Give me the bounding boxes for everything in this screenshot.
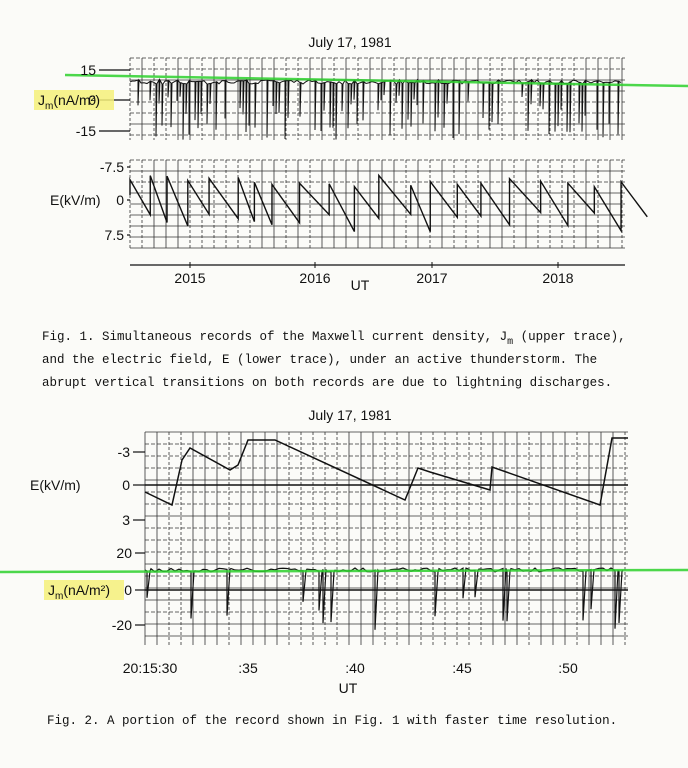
x-tick-label: 20:15:30 (123, 660, 178, 676)
y-tick-label: 3 (122, 512, 130, 528)
field-trace (129, 173, 648, 234)
caption-text: abrupt vertical transitions on both reco… (42, 376, 612, 390)
x-tick-label: 2015 (174, 270, 205, 286)
y-tick-label: -15 (76, 123, 96, 139)
x-tick-label: :40 (345, 660, 365, 676)
x-axis-label: UT (351, 277, 370, 293)
caption-line: abrupt vertical transitions on both reco… (42, 376, 612, 390)
y-tick-label: 20 (116, 545, 132, 561)
x-tick-label: 2018 (542, 270, 573, 286)
y-tick-label: 0 (116, 192, 124, 208)
field-trace (144, 437, 628, 507)
x-axis-label: UT (339, 680, 358, 696)
y-axis-label: E(kV/m) (50, 192, 101, 208)
y-tick-label: 15 (80, 62, 96, 78)
x-tick-label: :45 (452, 660, 472, 676)
y-axis-label: E(kV/m) (30, 477, 81, 493)
x-tick-label: 2016 (299, 270, 330, 286)
label-unit: (nA/m²) (53, 92, 100, 108)
x-tick-label: :35 (238, 660, 258, 676)
label-unit: (nA/m²) (63, 582, 110, 598)
y-tick-label: 0 (124, 582, 132, 598)
marker-line (0, 568, 688, 574)
y-axis-label: Jm(nA/m²) (38, 92, 100, 112)
figure-title: July 17, 1981 (308, 407, 391, 423)
y-tick-label: 0 (122, 477, 130, 493)
caption-line: and the electric field, E (lower trace),… (42, 353, 597, 367)
caption-subscript: m (507, 337, 513, 348)
marker-line (64, 73, 688, 88)
label-subscript: m (55, 591, 63, 602)
current-trace (129, 78, 622, 140)
y-tick-label: 7.5 (105, 227, 125, 243)
caption-text: Fig. 1. Simultaneous records of the Maxw… (42, 330, 507, 344)
y-tick-label: -7.5 (100, 159, 124, 175)
figure-title: July 17, 1981 (308, 34, 391, 50)
label-symbol: J (38, 92, 45, 108)
caption-line: Fig. 2. A portion of the record shown in… (47, 714, 617, 728)
y-tick-label: 0 (88, 92, 96, 108)
x-tick-label: :50 (558, 660, 578, 676)
y-tick-label: -3 (118, 444, 131, 460)
y-axis-label: Jm(nA/m²) (48, 582, 110, 602)
highlight (44, 580, 124, 600)
x-tick-label: 2017 (416, 270, 447, 286)
caption-line: Fig. 1. Simultaneous records of the Maxw… (42, 330, 626, 348)
label-subscript: m (45, 101, 53, 112)
caption-text: Fig. 2. A portion of the record shown in… (47, 714, 617, 728)
highlight (34, 90, 114, 110)
caption-text: and the electric field, E (lower trace),… (42, 353, 597, 367)
caption-text: (upper trace), (513, 330, 626, 344)
y-tick-label: -20 (112, 617, 132, 633)
label-symbol: J (48, 582, 55, 598)
